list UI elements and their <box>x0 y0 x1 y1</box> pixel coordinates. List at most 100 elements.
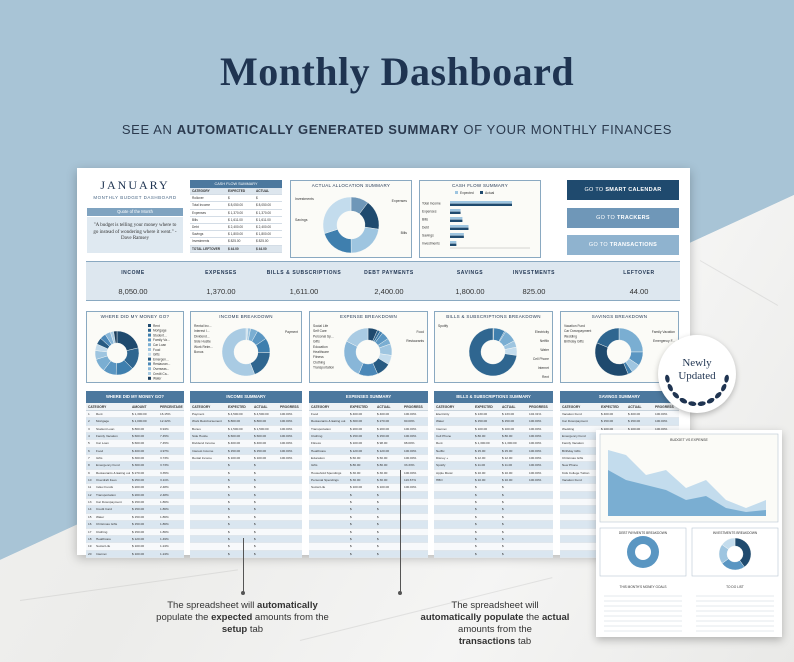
cash-flow-row: Rollover $ $ <box>190 195 282 203</box>
money-cell: 3.35% <box>160 470 169 475</box>
expenses-cell <box>402 492 428 498</box>
income-table-row: $ $ <box>190 477 302 485</box>
income-label: Work Reim... <box>194 345 213 349</box>
money-breakdown-title: WHERE DID MY MONEY GO? <box>100 314 170 319</box>
money-table-row: 13 Car Downpayment $ 150.00 1.86% <box>86 499 184 507</box>
expenses-cell <box>309 536 348 542</box>
money-table-row: 6 Food $ 400.00 4.97% <box>86 447 184 456</box>
expenses-cell: 98.00% <box>404 441 415 446</box>
bills-cell: HBO <box>436 478 443 483</box>
income-table-row: $ $ <box>190 513 302 522</box>
savings-cell <box>560 529 599 535</box>
income-table-row: Rental Income $ 100.00 $ 100.00 100.00% <box>190 455 302 463</box>
income-table-row: $ $ <box>190 499 302 507</box>
expenses-table-row: Fitness $ 100.00 $ 98.00 98.00% <box>309 440 428 448</box>
savings-slice <box>618 327 644 353</box>
bills-table-row: $ $ <box>434 484 553 492</box>
page-subtitle: SEE AN AUTOMATICALLY GENERATED SUMMARY O… <box>121 122 673 137</box>
cashflow-bar-actual <box>450 235 464 238</box>
smart-calendar-button[interactable]: GO TO SMART CALENDAR <box>567 180 679 200</box>
income-cell: $ <box>254 544 256 549</box>
money-row-number: 18 <box>88 536 92 541</box>
income-table: INCOME SUMMARY CATEGORY EXPECTED ACTUAL PROG… <box>190 391 302 558</box>
cash-flow-cell: $ 825.00 <box>256 239 269 244</box>
bills-cell: $ 100.00 <box>475 426 488 431</box>
expenses-cell: $ 100.00 <box>377 485 390 490</box>
bills-cell: $ 15.00 <box>502 448 513 453</box>
money-cell: $ 1,000.00 <box>132 419 147 424</box>
income-cell <box>278 543 302 549</box>
bills-cell: 100.00% <box>529 470 542 475</box>
transactions-button[interactable]: GO TO TRANSACTIONS <box>567 235 679 255</box>
income-label: Side Hustle <box>194 340 211 344</box>
money-cell: $ 300.00 <box>132 456 145 461</box>
expenses-cell: $ <box>377 514 379 519</box>
laurel-icon <box>665 374 729 406</box>
income-label: Bonus <box>194 350 204 354</box>
income-table-row: $ $ <box>190 491 302 500</box>
income-table-row: $ $ <box>190 506 302 514</box>
money-legend-label: Rent <box>153 324 160 328</box>
money-cell: $ 120.00 <box>132 536 145 541</box>
allocation-label: Bills <box>401 231 408 235</box>
savings-cell <box>560 543 599 549</box>
income-cell <box>190 529 226 535</box>
expense-label: Fitness <box>313 355 324 359</box>
savings-cell <box>560 499 599 505</box>
savings-label: Car Downpayment <box>564 329 591 333</box>
trackers-button[interactable]: GO TO TRACKERS <box>567 208 679 228</box>
income-cell: 100.00% <box>280 441 293 446</box>
income-cell: 100.00% <box>280 426 293 431</box>
income-cell: $ <box>254 507 256 512</box>
money-row-number: 13 <box>88 500 92 505</box>
money-legend-label: Water <box>153 377 162 381</box>
income-table-row: $ $ <box>190 521 302 529</box>
income-cell <box>190 506 226 512</box>
bills-cell <box>527 536 553 542</box>
expense-label: Restaurants <box>406 339 424 343</box>
bills-cell: $ <box>475 500 477 505</box>
expenses-cell <box>402 543 428 549</box>
allocation-label: Expenses <box>392 199 408 203</box>
cashflow-bar-expected <box>450 209 461 212</box>
bills-cell: $ 10.00 <box>502 478 513 483</box>
expenses-cell: $ 300.00 <box>350 419 363 424</box>
bills-cell: $ 80.00 <box>475 434 486 439</box>
bills-cell: 100.00% <box>529 478 542 483</box>
expenses-cell: $ 60.00 <box>350 456 361 461</box>
bills-cell <box>527 514 553 520</box>
expenses-col-header: EXPECTED <box>350 405 368 409</box>
savings-label: Birthday Gifts <box>564 340 584 344</box>
bills-cell: $ 1,300.00 <box>475 441 490 446</box>
savings-cell: 100.00% <box>655 426 668 431</box>
savings-cell <box>560 492 599 498</box>
income-cell: $ <box>228 485 230 490</box>
bills-table-row: $ $ <box>434 513 553 522</box>
bills-cell: $ 10.00 <box>502 470 513 475</box>
invest-frame <box>691 527 779 577</box>
expenses-cell: 100.00% <box>404 412 417 416</box>
money-legend-swatch <box>148 324 151 327</box>
savings-cell: New Phone <box>562 463 578 468</box>
income-table-row: $ $ <box>190 528 302 536</box>
income-table-row: $ $ <box>190 550 302 558</box>
savings-table-title: SAVINGS SUMMARY <box>560 391 679 403</box>
expenses-cell: $ 100.00 <box>350 441 363 446</box>
bills-table-row: Spotify $ 11.00 $ 11.00 100.00% <box>434 462 553 470</box>
money-legend-swatch <box>148 348 151 351</box>
income-cell: $ 400.00 <box>254 441 267 446</box>
expenses-cell: $ <box>350 536 352 541</box>
money-table-row: 17 Clothing $ 150.00 1.86% <box>86 528 184 536</box>
allocation-label: Savings <box>295 218 308 222</box>
income-col-header: CATEGORY <box>192 405 211 409</box>
savings-breakdown-title: SAVINGS BREAKDOWN <box>591 314 648 319</box>
income-cell: $ <box>228 544 230 549</box>
money-legend-label: Restauran... <box>153 362 170 366</box>
cashflow-chart-title: CASH FLOW SUMMARY <box>451 183 509 188</box>
income-cell: $ 1,500.00 <box>228 426 243 431</box>
money-legend-swatch <box>148 357 151 361</box>
income-cell: $ <box>228 522 230 527</box>
expenses-cell <box>309 529 348 535</box>
expenses-cell: 100.00% <box>404 448 417 453</box>
